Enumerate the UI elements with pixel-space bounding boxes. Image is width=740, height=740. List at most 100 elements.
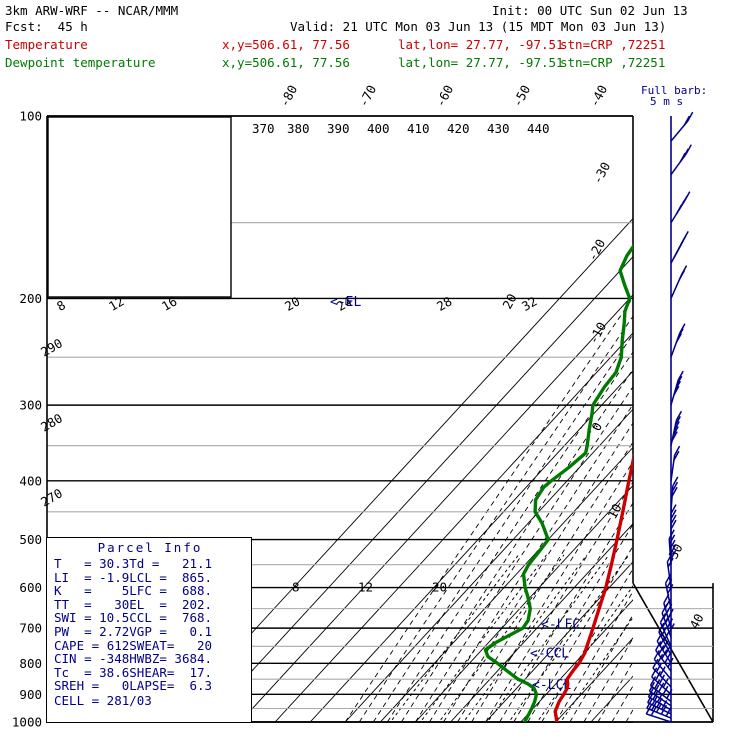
parcel-cell: 6.3 — [189, 678, 213, 694]
wind-barb — [653, 649, 672, 680]
parcel-info-row: SWI = 10.5 CCL = 768. — [54, 611, 212, 625]
parcel-info-row: LI = -1.9 LCL = 865. — [54, 569, 212, 585]
wind-barb — [670, 410, 683, 446]
grid-line — [673, 385, 680, 396]
grid-line — [675, 410, 683, 421]
grid-line — [662, 685, 669, 696]
grid-line — [668, 534, 676, 545]
parcel-cell: SHEAR= — [129, 664, 175, 680]
grid-line — [683, 115, 691, 126]
parcel-cell: 21.1 — [181, 556, 213, 571]
grid-line — [653, 649, 660, 660]
parcel-cell: -1.9 — [99, 569, 130, 585]
theta-label: 270 — [38, 485, 65, 509]
wind-barb — [670, 144, 692, 176]
moist-adiabat — [485, 481, 633, 722]
grid-line — [666, 578, 673, 589]
parcel-info-box: Parcel Info T = 30.3 Td = 21.1 LI = -1.9 LCL =… — [46, 537, 252, 723]
theta-labels: 270 280 290 — [38, 335, 65, 509]
grid-line — [674, 380, 681, 391]
thetae-label: 380 — [287, 121, 310, 136]
grid-line — [656, 653, 664, 664]
grid-line — [673, 445, 681, 456]
wind-barb — [670, 504, 677, 540]
grid-line — [655, 662, 663, 673]
parcel-cell: LFC = — [129, 583, 167, 599]
parcel-info-title: Parcel Info — [97, 540, 203, 555]
parcel-cell: PW = — [54, 623, 92, 639]
height-label: 20 — [282, 294, 303, 315]
grid-line — [659, 636, 666, 646]
mixing-ratio-label: 12 — [358, 580, 373, 595]
grid-line — [274, 332, 633, 722]
grid-line — [380, 446, 633, 722]
mixing-ratio-line — [508, 554, 630, 722]
parcel-info-row: CIN = -348 HWBZ= 3684. — [54, 652, 212, 666]
grid-line — [676, 375, 683, 386]
grid-line — [673, 421, 680, 431]
isotherm-grid — [169, 217, 633, 722]
temperature-profile-curve — [553, 453, 633, 722]
parcel-cell: Tc = — [54, 664, 92, 680]
dewpoint-station: stn=CRP ,72251 — [560, 55, 666, 70]
grid-line — [678, 270, 686, 280]
grid-line — [668, 623, 675, 633]
grid-line — [677, 328, 684, 338]
mixing-ratio-label: 20 — [432, 580, 447, 595]
parcel-cell: TT = — [54, 596, 92, 612]
thetae-label: 410 — [407, 121, 430, 136]
temperature-station: stn=CRP ,72251 — [560, 37, 666, 52]
grid-line — [675, 333, 682, 343]
grid-line — [658, 674, 666, 685]
grid-line — [658, 645, 665, 655]
parcel-cell: 17. — [189, 664, 213, 680]
parcel-cell: 30 — [114, 596, 130, 612]
wind-barb — [670, 476, 679, 512]
temperature-tick-label: -40 — [586, 82, 610, 109]
thetae-label: 400 — [367, 121, 390, 136]
grid-line — [669, 539, 676, 550]
temperature-tick-label: -20 — [584, 236, 608, 263]
wind-barb — [664, 573, 674, 609]
dewpoint-xy: x,y=506.61, 77.56 — [222, 55, 350, 70]
thetae-label: 390 — [327, 121, 350, 136]
parcel-cell: 768. — [181, 610, 213, 626]
temperature-latlon: lat,lon= 27.77, -97.51 — [398, 37, 564, 52]
grid-line — [673, 450, 680, 461]
parcel-cell: LAPSE= — [129, 678, 175, 694]
grid-line — [679, 323, 686, 334]
grid-line — [671, 486, 678, 497]
mixing-ratio-label: 8 — [292, 580, 300, 595]
wind-barb — [670, 191, 691, 224]
parcel-cell: SREH = — [54, 678, 100, 694]
theta-label: 290 — [38, 335, 65, 359]
mixing-ratio-line — [536, 585, 633, 722]
lfc-annotation: <-LFC — [541, 618, 580, 633]
valid-time: Valid: 21 UTC Mon 03 Jun 13 (15 MDT Mon … — [290, 19, 667, 34]
thetae-label: 370 — [252, 121, 275, 136]
parcel-cell: 2.72 — [99, 623, 130, 639]
parcel-cell: -348 — [99, 651, 130, 667]
parcel-cell: LI = — [54, 569, 92, 585]
grid-line — [674, 415, 681, 426]
parcel-cell: EL = — [129, 596, 167, 612]
barb-legend-line2: 5 m s — [650, 95, 684, 108]
pressure-tick-label: 300 — [19, 398, 42, 413]
parcel-info-row: K = 5 LFC = 688. — [54, 584, 212, 598]
parcel-cell: T = — [54, 556, 92, 571]
grid-line — [659, 666, 666, 676]
parcel-cell: 30.3 — [99, 556, 130, 571]
grid-line — [671, 481, 679, 492]
wind-barb-column — [645, 111, 694, 723]
grid-line — [650, 684, 672, 703]
init-time: Init: 00 UTC Sun 02 Jun 13 — [492, 3, 688, 18]
grid-line — [656, 631, 663, 642]
grid-line — [669, 550, 677, 560]
parcel-cell: Td = — [129, 556, 160, 571]
hodograph-panel — [47, 116, 232, 298]
grid-line — [656, 640, 672, 664]
parcel-info-row: CAPE = 612 SWEAT= 20 — [54, 638, 212, 653]
temperature-tick-label: 40 — [686, 611, 706, 631]
